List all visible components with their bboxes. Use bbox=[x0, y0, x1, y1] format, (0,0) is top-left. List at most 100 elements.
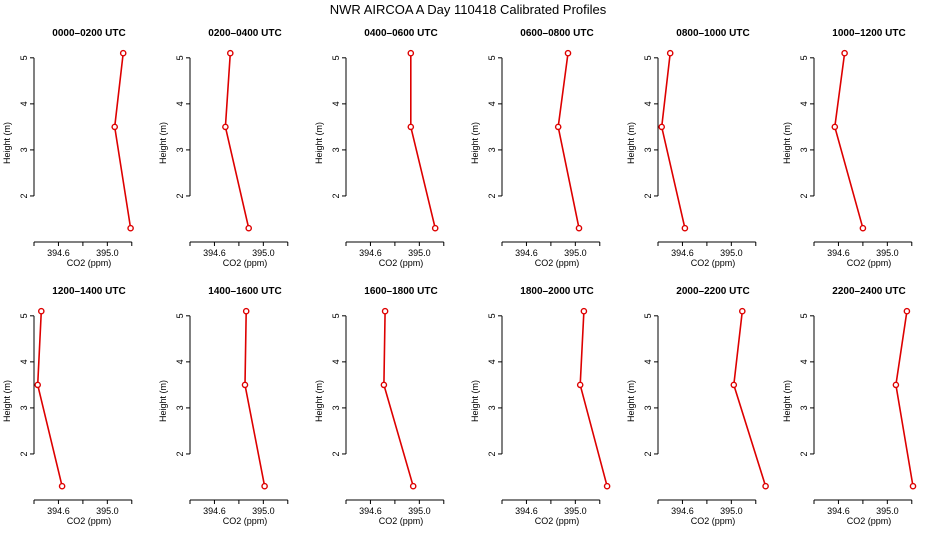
y-axis-label: Height (m) bbox=[626, 122, 636, 164]
x-tick-label: 395.0 bbox=[252, 506, 275, 516]
y-tick-label: 2 bbox=[487, 193, 497, 198]
data-point bbox=[407, 123, 415, 131]
panel-title: 1800–2000 UTC bbox=[520, 286, 593, 297]
x-tick-label: 394.6 bbox=[515, 248, 538, 258]
data-point bbox=[431, 224, 439, 232]
y-tick-label: 5 bbox=[643, 313, 653, 318]
panel-title: 2200–2400 UTC bbox=[832, 286, 905, 297]
x-tick-label: 395.0 bbox=[876, 248, 899, 258]
panel-title: 0800–1000 UTC bbox=[676, 28, 749, 39]
y-tick-label: 3 bbox=[799, 147, 809, 152]
x-tick-label: 395.0 bbox=[408, 506, 431, 516]
x-tick-label: 395.0 bbox=[96, 506, 119, 516]
data-point bbox=[903, 307, 911, 315]
x-tick-label: 394.6 bbox=[515, 506, 538, 516]
x-tick-label: 394.6 bbox=[827, 248, 850, 258]
data-point bbox=[666, 49, 674, 57]
x-tick-label: 395.0 bbox=[252, 248, 275, 258]
profile-line bbox=[579, 311, 608, 487]
panel-8: 1400–1600 UTC 2 3 4 5 Height (m) 394.6 395.0CO2… bbox=[158, 286, 289, 526]
profile-line bbox=[660, 53, 686, 229]
y-tick-label: 3 bbox=[19, 147, 29, 152]
x-tick-label: 395.0 bbox=[564, 506, 587, 516]
data-point bbox=[892, 381, 900, 389]
data-point bbox=[226, 49, 234, 57]
profile-line bbox=[244, 311, 266, 487]
x-tick-label: 395.0 bbox=[96, 248, 119, 258]
y-tick-label: 5 bbox=[19, 313, 29, 318]
x-axis-label: CO2 (ppm) bbox=[379, 516, 424, 526]
x-axis-label: CO2 (ppm) bbox=[847, 516, 892, 526]
y-axis-label: Height (m) bbox=[626, 380, 636, 422]
y-tick-label: 5 bbox=[643, 55, 653, 60]
y-tick-label: 2 bbox=[643, 451, 653, 456]
y-tick-label: 4 bbox=[19, 359, 29, 364]
y-tick-label: 3 bbox=[175, 405, 185, 410]
x-tick-label: 394.6 bbox=[203, 506, 226, 516]
y-tick-label: 5 bbox=[331, 313, 341, 318]
y-axis-label: Height (m) bbox=[314, 380, 324, 422]
x-tick-label: 394.6 bbox=[359, 506, 382, 516]
data-point bbox=[119, 49, 127, 57]
y-tick-label: 4 bbox=[487, 101, 497, 106]
x-tick-label: 394.6 bbox=[47, 506, 70, 516]
y-axis-label: Height (m) bbox=[782, 380, 792, 422]
y-axis-label: Height (m) bbox=[2, 380, 12, 422]
data-point bbox=[580, 307, 588, 315]
y-tick-label: 3 bbox=[487, 147, 497, 152]
y-tick-label: 3 bbox=[331, 147, 341, 152]
data-point bbox=[38, 307, 45, 315]
y-tick-label: 5 bbox=[331, 55, 341, 60]
data-point bbox=[658, 123, 666, 131]
data-point bbox=[380, 381, 388, 389]
x-tick-label: 395.0 bbox=[720, 248, 743, 258]
x-axis-label: CO2 (ppm) bbox=[847, 258, 892, 268]
x-axis-label: CO2 (ppm) bbox=[691, 516, 736, 526]
data-point bbox=[261, 482, 268, 490]
data-point bbox=[34, 381, 42, 389]
data-point bbox=[762, 482, 769, 490]
panel-4: 0600–0800 UTC 2 3 4 5 Height (m) 394.6 395.0CO2… bbox=[470, 28, 601, 268]
x-tick-label: 394.6 bbox=[671, 248, 694, 258]
profile-line bbox=[36, 311, 63, 487]
y-tick-label: 4 bbox=[643, 101, 653, 106]
data-point bbox=[859, 224, 867, 232]
x-tick-label: 394.6 bbox=[203, 248, 226, 258]
data-point bbox=[576, 381, 584, 389]
x-axis-label: CO2 (ppm) bbox=[67, 516, 112, 526]
panel-title: 1200–1400 UTC bbox=[52, 286, 125, 297]
panel-title: 1000–1200 UTC bbox=[832, 28, 905, 39]
y-tick-label: 3 bbox=[643, 147, 653, 152]
x-axis-label: CO2 (ppm) bbox=[535, 516, 580, 526]
data-point bbox=[730, 381, 738, 389]
profile-line bbox=[732, 311, 767, 487]
y-tick-label: 4 bbox=[175, 359, 185, 364]
panel-title: 2000–2200 UTC bbox=[676, 286, 749, 297]
data-point bbox=[58, 482, 66, 490]
y-tick-label: 5 bbox=[19, 55, 29, 60]
y-tick-label: 4 bbox=[799, 359, 809, 364]
data-point bbox=[242, 307, 250, 315]
y-tick-label: 4 bbox=[19, 101, 29, 106]
x-tick-label: 395.0 bbox=[564, 248, 587, 258]
y-axis-label: Height (m) bbox=[782, 122, 792, 164]
profile-line bbox=[409, 53, 436, 229]
panel-title: 1600–1800 UTC bbox=[364, 286, 437, 297]
panel-11: 2000–2200 UTC 2 3 4 5 Height (m) 394.6 395.0CO2… bbox=[626, 286, 769, 526]
y-tick-label: 2 bbox=[487, 451, 497, 456]
data-point bbox=[111, 123, 118, 131]
y-tick-label: 4 bbox=[799, 101, 809, 106]
profile-line bbox=[557, 53, 580, 229]
x-tick-label: 395.0 bbox=[408, 248, 431, 258]
data-point bbox=[381, 307, 389, 315]
panel-3: 0400–0600 UTC 2 3 4 5 Height (m) 394.6 395.0CO2… bbox=[314, 28, 445, 268]
y-tick-label: 2 bbox=[19, 451, 29, 456]
panel-12: 2200–2400 UTC 2 3 4 5 Height (m) 394.6 395.0CO2… bbox=[782, 286, 917, 526]
y-tick-label: 5 bbox=[487, 313, 497, 318]
panel-title: 0400–0600 UTC bbox=[364, 28, 437, 39]
panel-7: 1200–1400 UTC 2 3 4 5 Height (m) 394.6 395.0CO2… bbox=[2, 286, 133, 526]
x-tick-label: 394.6 bbox=[359, 248, 382, 258]
panel-title: 0000–0200 UTC bbox=[52, 28, 125, 39]
